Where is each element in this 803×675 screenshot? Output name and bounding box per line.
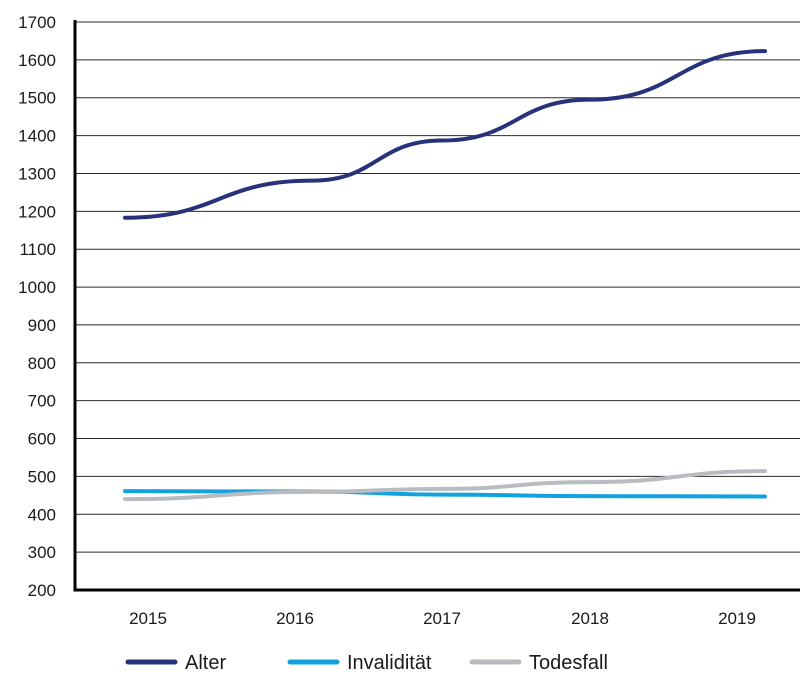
- y-tick-label: 1600: [18, 51, 56, 70]
- y-tick-label: 1200: [18, 202, 56, 221]
- legend-label: Alter: [185, 652, 226, 674]
- y-axis-tick-labels: 200 300 400 500 600 700 800 900 1000 1100 1200 1300…: [18, 13, 56, 600]
- legend: Alter Invalidität Todesfall: [125, 652, 608, 674]
- y-tick-label: 1100: [19, 240, 56, 259]
- series-line-todesfall: [123, 469, 767, 502]
- y-tick-label: 400: [28, 505, 56, 524]
- y-tick-label: 200: [28, 581, 56, 600]
- series-line-alter: [123, 49, 767, 220]
- legend-label: Invalidität: [347, 652, 432, 674]
- x-tick-label: 2019: [718, 609, 756, 628]
- legend-item-invalidität: Invalidität: [287, 652, 432, 674]
- x-tick-label: 2017: [423, 609, 461, 628]
- x-tick-label: 2015: [129, 609, 167, 628]
- gridlines: [75, 21, 800, 553]
- legend-label: Todesfall: [529, 652, 608, 674]
- x-tick-label: 2016: [276, 609, 314, 628]
- y-tick-label: 800: [28, 354, 56, 373]
- legend-item-todesfall: Todesfall: [469, 652, 608, 674]
- series-line-invalidität: [123, 489, 767, 499]
- y-tick-label: 1000: [18, 278, 56, 297]
- y-tick-label: 1300: [18, 164, 56, 183]
- y-tick-label: 1400: [18, 127, 56, 146]
- y-tick-label: 500: [28, 467, 56, 486]
- y-tick-label: 600: [28, 430, 56, 449]
- series-lines: [123, 49, 767, 502]
- y-tick-label: 700: [28, 392, 56, 411]
- y-tick-label: 900: [28, 316, 56, 335]
- y-tick-label: 1500: [18, 89, 56, 108]
- legend-item-alter: Alter: [125, 652, 226, 674]
- x-tick-label: 2018: [571, 609, 609, 628]
- y-tick-label: 1700: [18, 13, 56, 32]
- x-axis-tick-labels: 2015 2016 2017 2018 2019: [129, 609, 756, 628]
- y-tick-label: 300: [28, 543, 56, 562]
